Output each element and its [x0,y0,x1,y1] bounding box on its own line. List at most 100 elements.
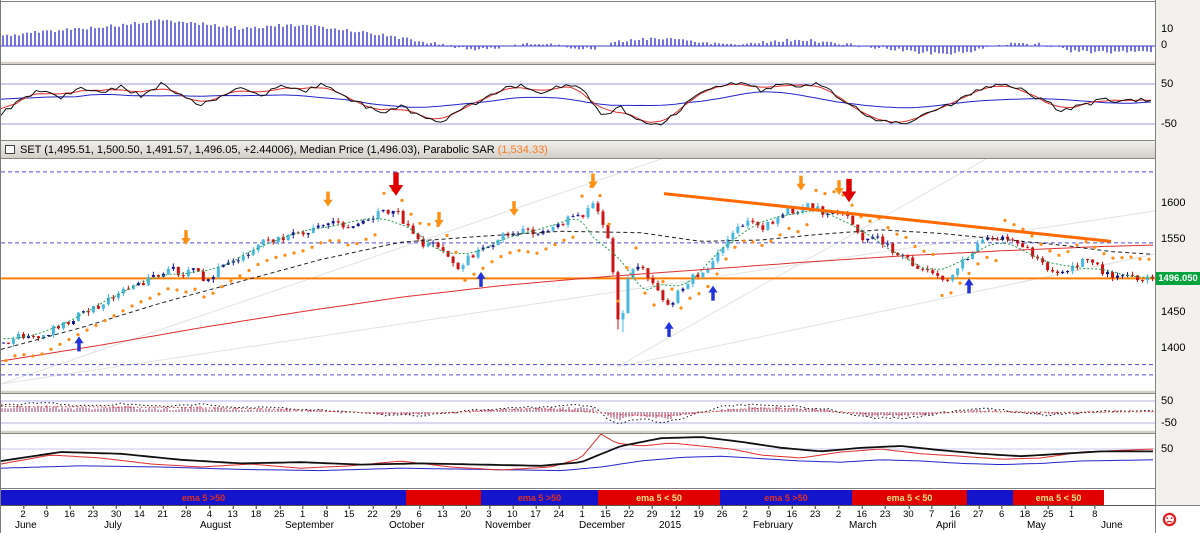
date-tick: 14 [134,506,145,520]
expert-advisor-corner [1155,505,1200,533]
osc-dotted-red-line [1,405,1154,417]
date-tick: 13 [227,506,238,520]
date-tick: 1 [579,506,585,520]
value-axis-column [1155,0,1200,533]
axis-label: 10 [1161,23,1174,35]
month-label: April [936,520,957,531]
ema-ribbon-label: ema 5 >50 [764,492,808,503]
histogram-bars [2,19,1152,55]
date-tick: 18 [250,506,262,520]
ema-ribbon-segment: ema 5 >50 [720,490,852,505]
date-tick: 6 [416,506,422,520]
volume-osc-bars [1,405,1155,421]
date-tick: 9 [43,506,49,520]
ema-ribbon-segment: ema 5 >50 [481,490,598,505]
date-tick: 2 [835,506,842,520]
indicator-panel-volume-osc[interactable] [1,394,1155,430]
trend-lines-plot [1,434,1155,472]
main-price-chart-panel[interactable] [1,159,1155,390]
axis-label: 50 [1161,78,1174,90]
ema-signal-ribbon: ema 5 >50 ema 5 >50 ema 5 < 50 ema 5 >50 ema… [1,488,1155,505]
down-trendline [663,192,1112,243]
ema-ribbon-segment: ema 5 < 50 [1013,490,1104,505]
ema-ribbon-label: ema 5 < 50 [1035,492,1082,503]
date-tick: 15 [600,506,611,520]
date-tick: 28 [180,506,192,520]
date-tick: 1 [299,506,306,520]
month-label: October [389,520,425,531]
date-tick: 9 [765,506,772,520]
panel-splitter[interactable] [1,390,1200,394]
speed-fan-lines [1,159,1155,385]
ema-ribbon-segment: ema 5 < 50 [852,490,967,505]
indicator-panel-histogram[interactable] [1,1,1155,61]
trend-strength-lines [1,434,1154,472]
signal-arrows [74,172,974,352]
date-tick: 23 [879,506,891,520]
date-tick: 2 [20,506,26,520]
axis-label: 1400 [1161,342,1186,354]
date-tick: 21 [157,506,169,520]
date-tick: 30 [110,506,122,520]
date-tick: 29 [390,506,402,520]
panel-splitter[interactable] [1,430,1200,434]
date-tick: 18 [1019,506,1031,520]
histogram-plot [1,19,1155,55]
axis-label: -50 [1161,417,1177,429]
date-tick: 10 [507,506,518,520]
date-tick: 13 [437,506,448,520]
panel-splitter[interactable] [1,61,1200,65]
date-tick: 6 [998,506,1005,520]
axis-label: 1600 [1161,197,1186,209]
date-tick: 20 [460,506,471,520]
month-label: 2015 [659,520,682,531]
axis-label: 50 [1161,395,1174,407]
date-tick: 1 [1068,506,1075,520]
month-label: February [753,520,794,531]
month-label: August [200,520,232,531]
parabolic-sar-dots [4,184,1151,363]
indicator-panel-oscillator[interactable] [1,65,1155,140]
date-tick: 22 [367,506,378,520]
date-tick: 23 [809,506,821,520]
ema-ribbon-segment [406,490,481,505]
ema-ribbon-label: ema 5 < 50 [886,492,933,503]
axis-label: 0 [1161,39,1168,51]
date-tick: 26 [716,506,728,520]
chart-title-bar[interactable]: SET (1,495.51, 1,500.50, 1,491.57, 1,496… [1,140,1200,159]
date-tick: 8 [323,506,329,520]
chart-window-icon [5,145,15,154]
ema-ribbon-label: ema 5 < 50 [636,492,682,503]
date-tick: 8 [1092,506,1098,520]
ema-ribbon-segment: ema 5 < 50 [598,490,720,505]
ema-ribbon-segment: ema 5 >50 [1,490,406,505]
oscillator-lines [1,81,1152,126]
osc-dotted-black-line [1,402,1154,425]
date-axis: 2 9 16 23 30 14 21 28 4 13 18 25 1 8 15 22 29 6 13 20 3 10 17 2… [1,505,1155,520]
ema-ribbon-segment [967,490,1013,505]
month-label: June [15,520,37,531]
date-tick: 16 [64,506,75,520]
month-label: December [579,520,626,531]
indicator-panel-trend-lines[interactable] [1,434,1155,488]
axis-label: -50 [1161,118,1177,130]
date-tick: 30 [903,506,914,520]
date-tick: 3 [486,506,492,520]
date-tick: 2 [742,506,748,520]
date-tick: 23 [87,506,99,520]
axis-label: 1450 [1161,305,1186,318]
ema-ribbon-label: ema 5 >50 [181,492,226,503]
date-tick: 27 [973,506,984,520]
ema-ribbon-label: ema 5 >50 [517,492,562,503]
date-tick: 25 [274,506,285,520]
date-tick: 16 [786,506,798,520]
month-label: May [1027,520,1046,531]
chart-title: SET (1,495.51, 1,500.50, 1,491.57, 1,496… [20,144,548,156]
title-sar-value: (1,534.33) [497,143,548,156]
date-tick: 12 [670,506,681,520]
month-axis: June July August September October November De… [1,519,1155,533]
horizontal-price-levels [1,171,1155,376]
month-label: March [849,520,877,531]
axis-label: 50 [1161,443,1174,455]
